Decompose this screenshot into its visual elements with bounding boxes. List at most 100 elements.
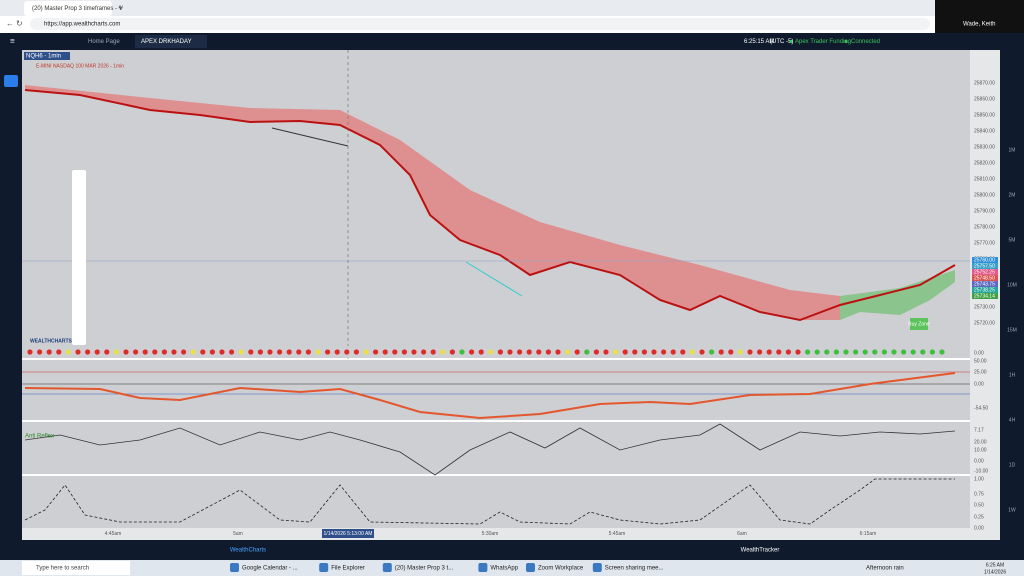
add-button[interactable] [4, 75, 18, 87]
app-icon[interactable] [382, 563, 392, 572]
signal-dot [392, 349, 398, 355]
menu-button[interactable]: ≡ [10, 37, 15, 46]
timeframe[interactable]: 1M [1009, 147, 1016, 153]
symbol: NQH6 - 1min [26, 54, 61, 60]
signal-dot [305, 349, 311, 355]
signal-dot [632, 349, 638, 355]
signal-dot [440, 349, 446, 355]
price-tag-bg [972, 269, 998, 275]
app-icon[interactable] [526, 563, 535, 572]
signal-dot [536, 349, 542, 355]
tray-date: 1/14/2026 [984, 569, 1006, 575]
price-label: 25730.00 [974, 304, 995, 310]
timeframe[interactable]: 1H [1009, 372, 1016, 378]
app-title[interactable]: Screen sharing mee... [605, 566, 664, 572]
footer-link[interactable]: WealthCharts [230, 548, 266, 554]
signal-dot [411, 349, 417, 355]
app-icon[interactable] [478, 563, 488, 572]
app-title[interactable]: (20) Master Prop 3 t... [395, 566, 454, 572]
pane-label: 0.00 [974, 458, 984, 464]
signal-dot [161, 349, 167, 355]
signal-dot [181, 349, 187, 355]
pane-label: 7.17 [974, 427, 984, 433]
signal-dot [920, 349, 926, 355]
app-icon[interactable] [230, 563, 239, 572]
app-title[interactable]: Zoom Workplace [538, 566, 584, 572]
pane-label: -54.50 [974, 405, 988, 411]
signal-dot [901, 349, 907, 355]
signal-dot [325, 349, 331, 355]
pane-label: 0.00 [974, 381, 984, 387]
signal-dot [565, 349, 571, 355]
signal-dot [46, 349, 52, 355]
user-panel [935, 0, 1024, 33]
app-title[interactable]: File Explorer [331, 566, 365, 572]
signal-dot [94, 349, 100, 355]
signal-dot [805, 349, 811, 355]
timeframe[interactable]: 15M [1007, 327, 1017, 333]
signal-dot [689, 349, 696, 355]
timeframe[interactable]: 4H [1009, 417, 1016, 423]
new-tab[interactable]: + [118, 3, 123, 13]
price-tag-bg [972, 263, 998, 269]
signal-dot [382, 349, 388, 355]
timeframe[interactable]: 2M [1009, 192, 1016, 198]
pane-label: 20.00 [974, 439, 987, 445]
back-button[interactable]: ← [6, 19, 14, 28]
app-icon[interactable] [592, 563, 602, 572]
app-title[interactable]: WhatsApp [490, 566, 518, 572]
timeframe[interactable]: 10M [1007, 282, 1017, 288]
time-label: 5:45am [609, 531, 626, 537]
signal-dot [401, 349, 407, 355]
pane-label: 0.00 [974, 350, 984, 356]
symbol-badge [24, 52, 70, 60]
time-label: 4:45am [105, 531, 122, 537]
signal-dot [296, 349, 302, 355]
signal-dot [929, 349, 936, 355]
signal-dot [574, 349, 580, 355]
address-bar[interactable] [30, 18, 930, 30]
header-tab[interactable]: Home Page [88, 39, 120, 45]
oscillator-line [24, 372, 956, 420]
watermark: WEALTHCHARTS [30, 338, 73, 344]
trend-line [271, 127, 349, 147]
signal-dot [709, 349, 715, 355]
pane-label: 0.00 [974, 525, 984, 531]
signal-dot [795, 349, 801, 355]
browser-tab[interactable] [24, 1, 112, 16]
drawing-toolbar [72, 170, 86, 345]
signal-dot [862, 349, 868, 355]
timeframe[interactable]: 5M [1009, 237, 1016, 243]
price-label: 25870.00 [974, 80, 995, 86]
reload-button[interactable]: ↻ [16, 19, 23, 28]
anti-reflex-line [24, 423, 956, 476]
signal-dot [190, 349, 196, 355]
signal-dot [430, 349, 436, 355]
status-dot [844, 39, 848, 44]
timeframe[interactable]: 1D [1009, 462, 1016, 468]
price-label: 25830.00 [974, 144, 995, 150]
signal-dot [747, 349, 753, 355]
header-tab[interactable]: APEX DRKHADAY [141, 39, 192, 45]
price-label: 25810.00 [974, 176, 995, 182]
signal-dot [478, 349, 484, 355]
search-box[interactable] [22, 561, 130, 575]
price-label: 25860.00 [974, 96, 995, 102]
signal-dot [622, 349, 628, 355]
trend-line [465, 261, 523, 297]
footer-link[interactable]: WealthTracker [741, 548, 780, 554]
signal-dot [939, 349, 945, 355]
price-tag: 25738.25 [974, 287, 995, 293]
signal-dot [853, 349, 859, 355]
app-title[interactable]: Google Calendar - ... [242, 566, 298, 572]
price-label: 25720.00 [974, 320, 995, 326]
pane-label: 10.00 [974, 447, 987, 453]
signal-dot [584, 349, 590, 355]
timeframe[interactable]: 1W [1008, 507, 1016, 513]
tab-title: (20) Master Prop 3 timeframes - V [32, 6, 123, 12]
signal-dot [267, 349, 273, 355]
time-label: 5am [233, 531, 243, 537]
app-icon[interactable] [319, 563, 329, 572]
signal-dot [113, 349, 119, 355]
pane-label: 0.25 [974, 514, 984, 520]
